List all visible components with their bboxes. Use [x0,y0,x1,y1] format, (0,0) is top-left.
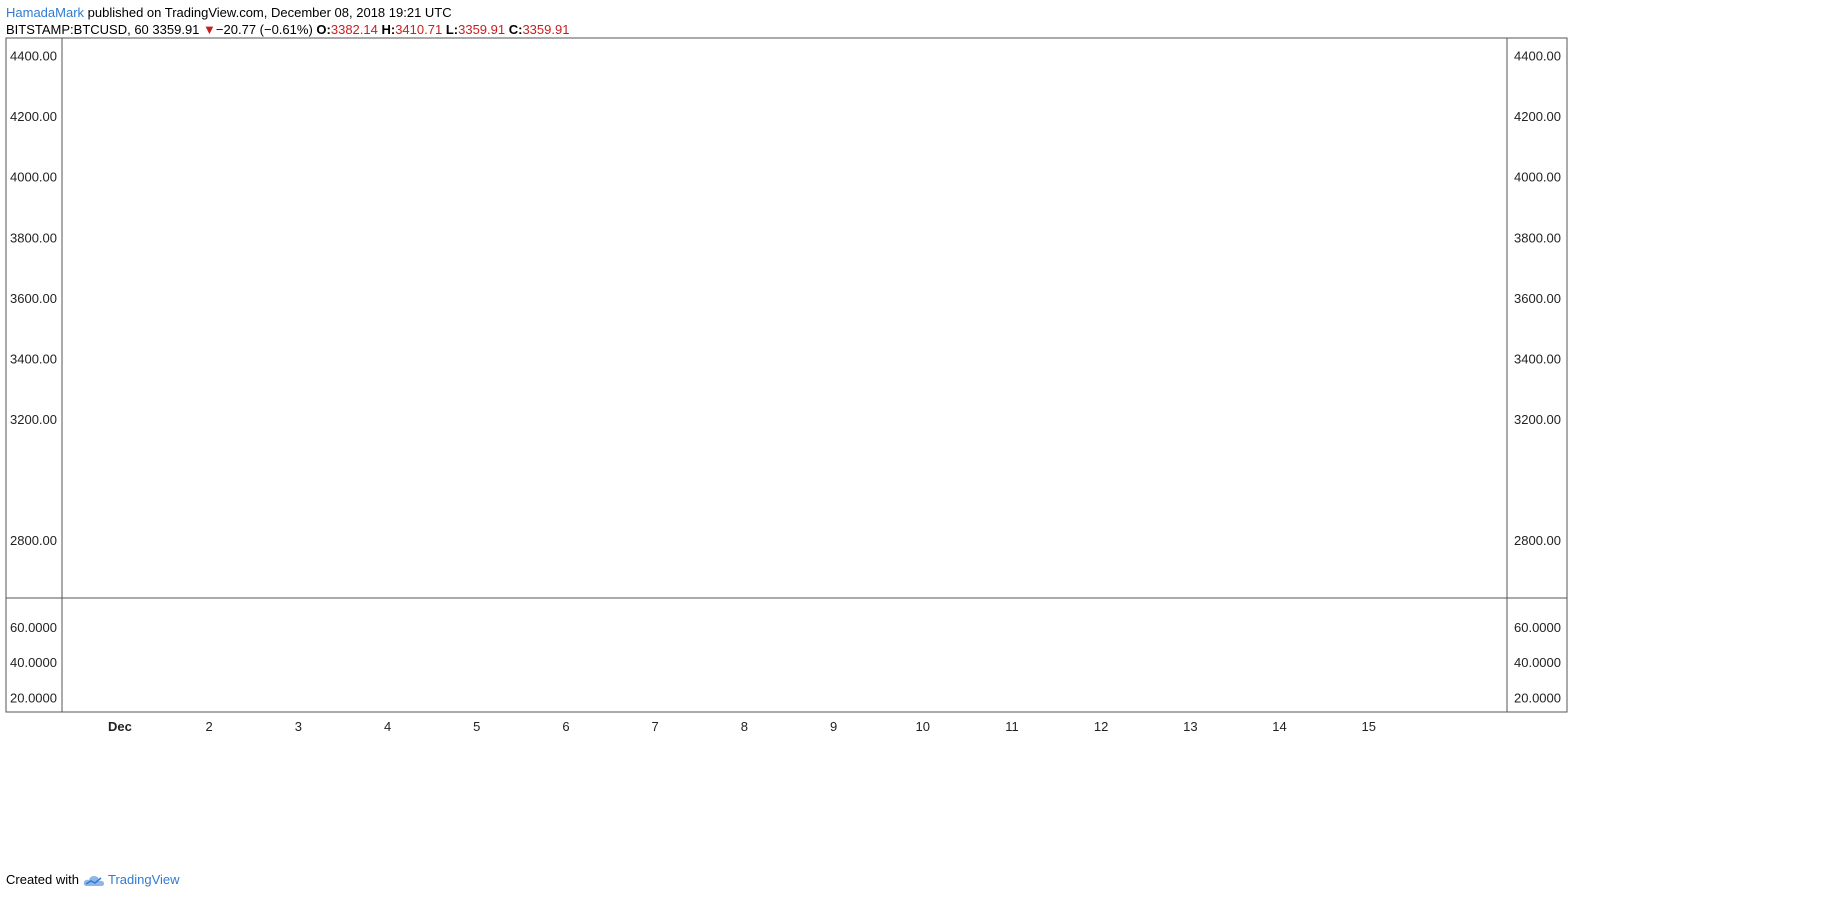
high-value: 3410.71 [395,22,443,37]
price-tick-label-left: 3400.00 [10,351,57,366]
price-tick-label-right: 2800.00 [1514,533,1561,548]
x-tick-label: 9 [830,719,837,734]
price-tick-label-left: 2800.00 [10,533,57,548]
x-tick-label: 6 [562,719,569,734]
rsi-tick-label-right: 20.0000 [1514,690,1561,705]
x-tick-label: 7 [652,719,659,734]
chart-frame [5,37,1568,713]
published-text: published on TradingView.com, December 0… [87,5,452,20]
author-link[interactable]: HamadaMark [6,5,85,20]
price-tick-label-left: 3600.00 [10,291,57,306]
last-price-text: 3359.91 [152,22,200,37]
price-tick-label-left: 3800.00 [10,230,57,245]
price-tick-label-left: 4000.00 [10,170,57,185]
rsi-tick-label-left: 60.0000 [10,620,57,635]
price-tick-label-right: 4400.00 [1514,49,1561,64]
rsi-tick-label-left: 40.0000 [10,655,57,670]
x-tick-label: 12 [1094,719,1108,734]
x-tick-label: 14 [1272,719,1286,734]
tradingview-link[interactable]: TradingView [108,872,180,887]
chart-axes: 2800.00 2800.00 3200.00 3200.00 3400.00 3400.… [5,37,1568,734]
price-tick-label-right: 3800.00 [1514,230,1561,245]
down-triangle-icon: ▼ [203,22,216,37]
price-tick-label-right: 3400.00 [1514,351,1561,366]
x-tick-label: 2 [206,719,213,734]
close-label: C: [508,22,523,37]
change-text: −20.77 (−0.61%) [215,22,313,37]
rsi-tick-label-right: 60.0000 [1514,620,1561,635]
open-value: 3382.14 [330,22,378,37]
low-label: L: [445,22,459,37]
price-tick-label-left: 3200.00 [10,412,57,427]
symbol-name: BITSTAMP:BTCUSD, 60 [6,22,149,37]
x-tick-label: 13 [1183,719,1197,734]
chart-footer: Created with TradingView [6,872,180,888]
rsi-tick-label-left: 20.0000 [10,690,57,705]
created-with-text: Created with [6,872,79,887]
chart-header: HamadaMark published on TradingView.com,… [6,4,569,38]
tradingview-cloud-icon [83,875,104,886]
x-tick-label: 5 [473,719,480,734]
price-tick-label-left: 4400.00 [10,49,57,64]
x-tick-label: 4 [384,719,391,734]
close-value: 3359.91 [522,22,570,37]
low-value: 3359.91 [458,22,506,37]
high-label: H: [381,22,396,37]
x-tick-label: 10 [916,719,930,734]
price-tick-label-right: 3200.00 [1514,412,1561,427]
rsi-tick-label-right: 40.0000 [1514,655,1561,670]
open-label: O: [316,22,331,37]
x-tick-label: 8 [741,719,748,734]
x-tick-label: 11 [1005,719,1019,734]
x-tick-label: 3 [295,719,302,734]
price-tick-label-left: 4200.00 [10,109,57,124]
price-tick-label-right: 4200.00 [1514,109,1561,124]
price-tick-label-right: 4000.00 [1514,170,1561,185]
x-tick-label: Dec [108,719,132,734]
price-tick-label-right: 3600.00 [1514,291,1561,306]
x-tick-label: 15 [1362,719,1376,734]
